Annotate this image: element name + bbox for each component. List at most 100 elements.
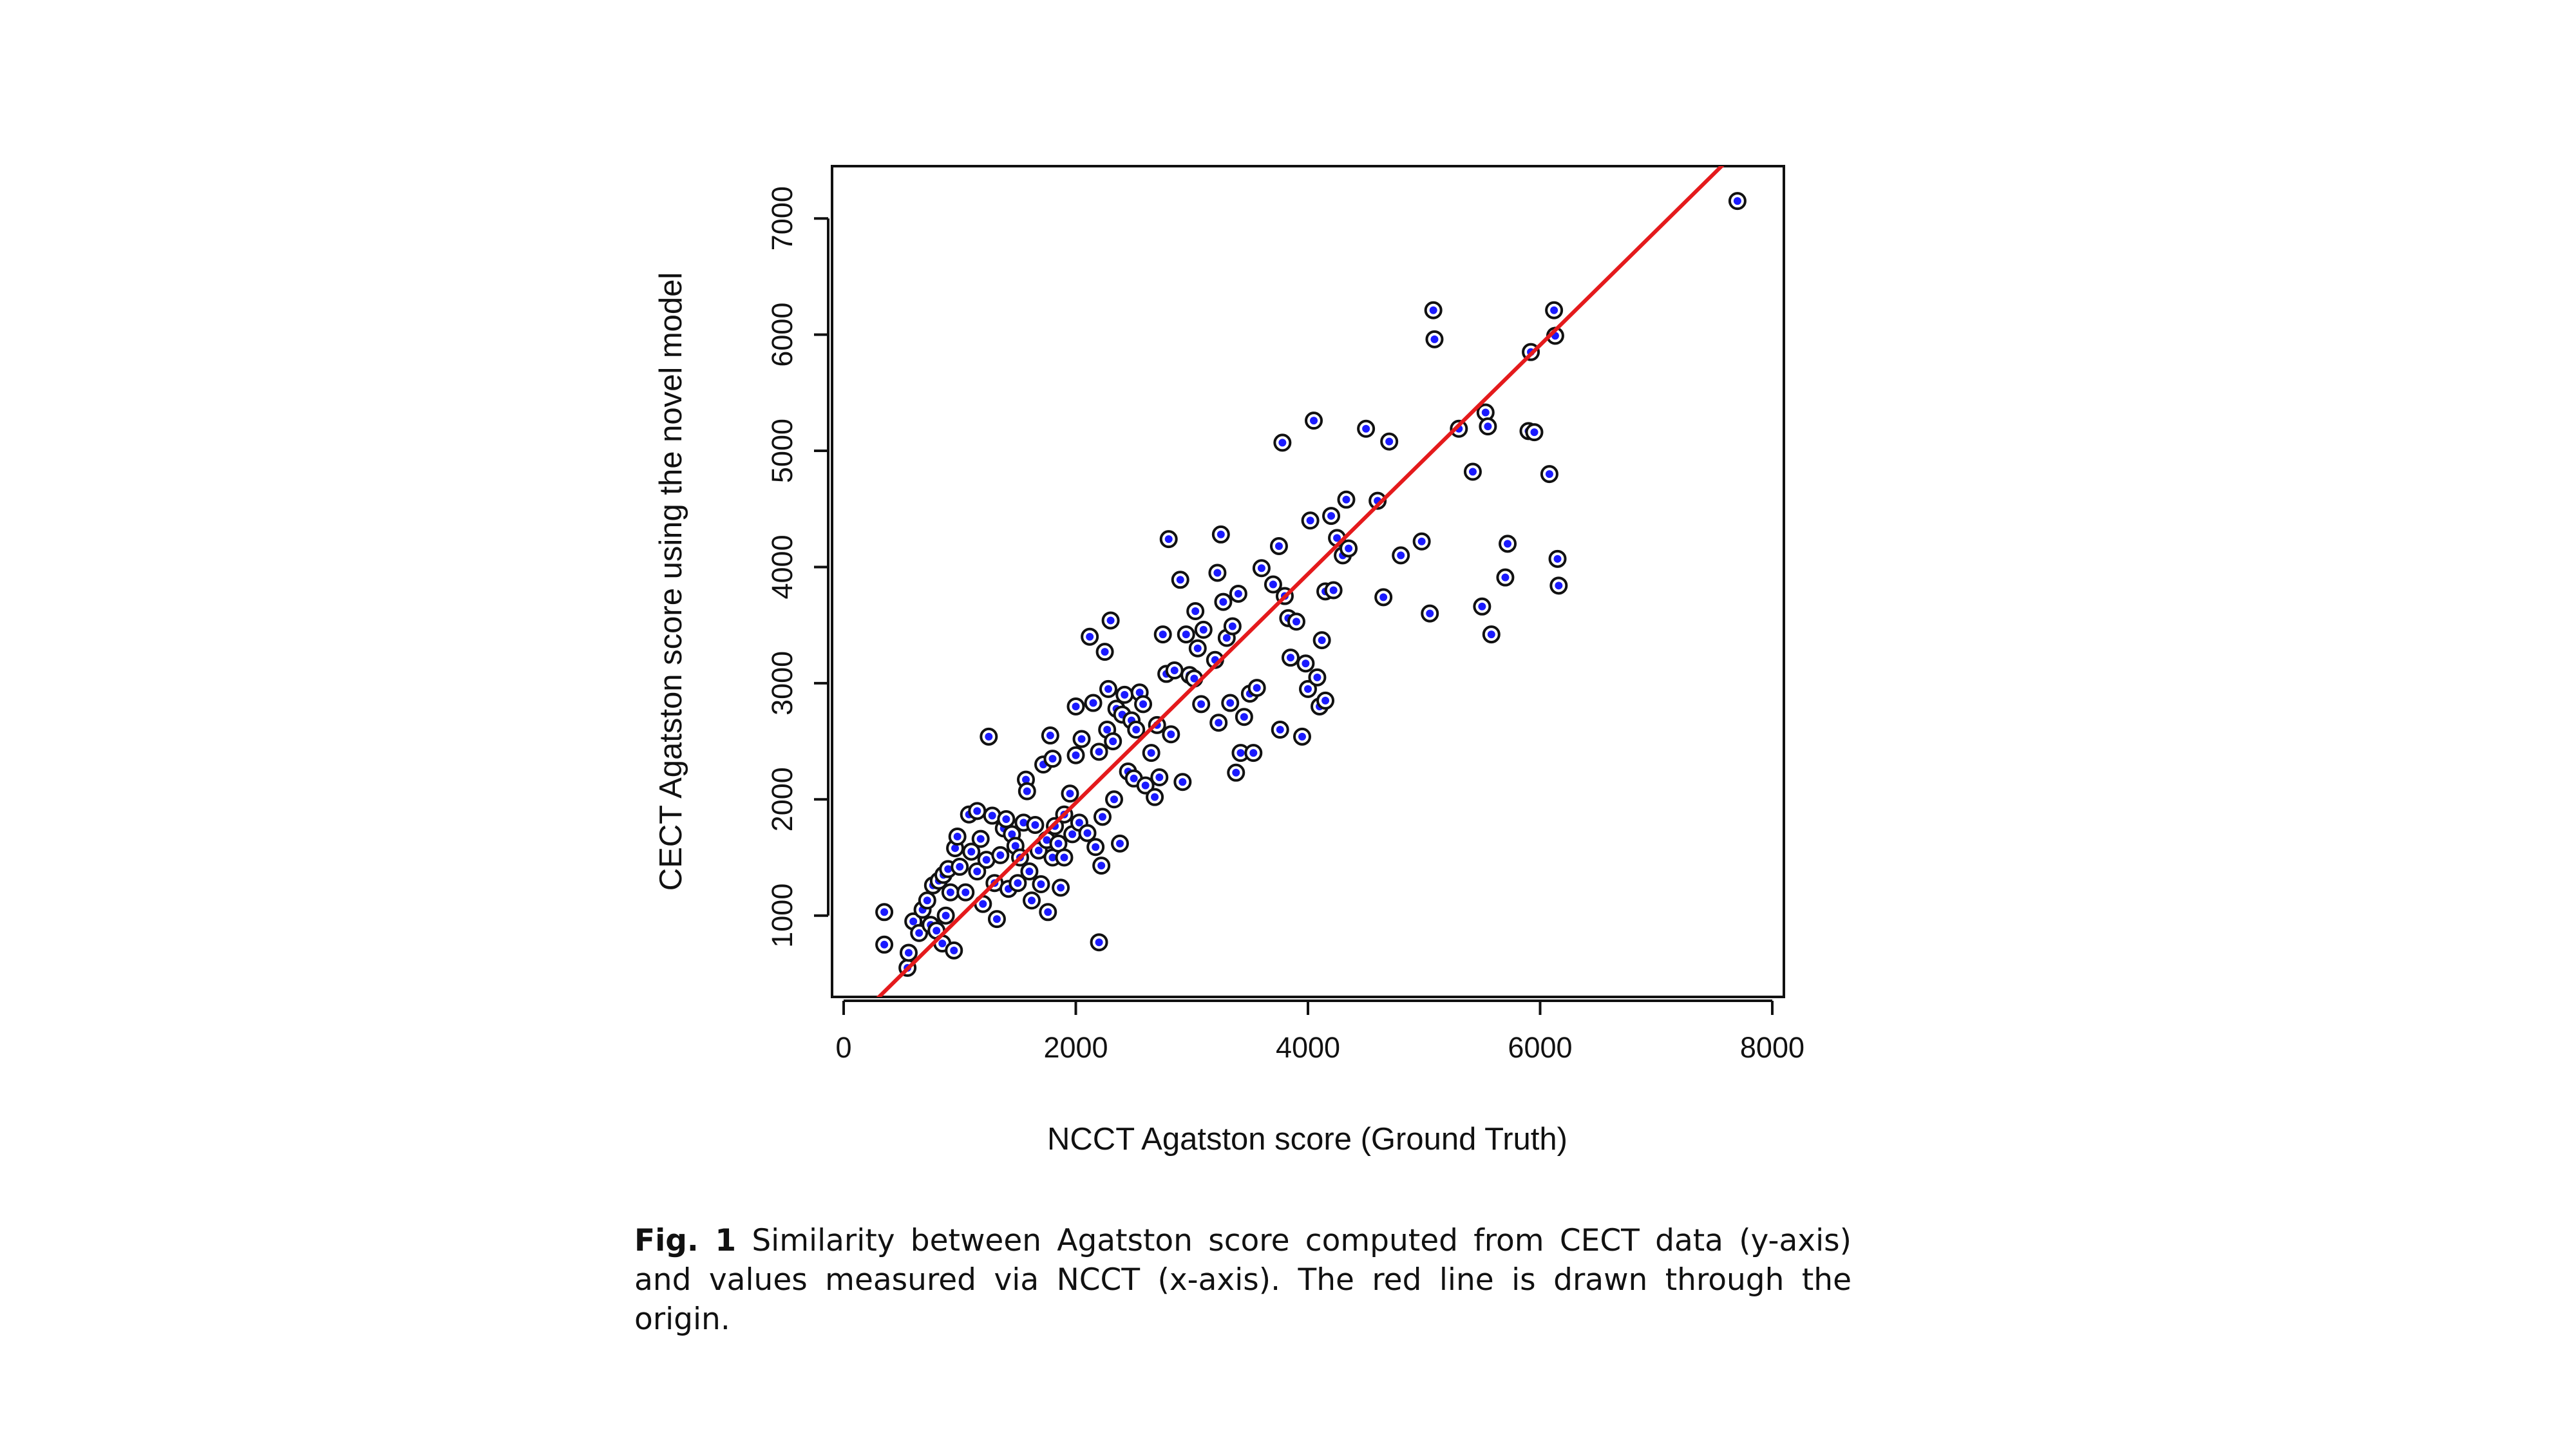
data-point-center	[1048, 853, 1057, 862]
y-tick-label: 2000	[766, 767, 799, 831]
x-axis: 0 2000 4000 6000 8000	[836, 999, 1804, 1064]
data-point-center	[1014, 879, 1022, 887]
data-point	[1299, 679, 1317, 698]
data-point	[1322, 507, 1341, 526]
data-point-center	[1318, 636, 1326, 645]
data-point	[1090, 743, 1108, 761]
data-point-center	[1321, 696, 1330, 705]
data-point	[1273, 433, 1292, 452]
data-point	[1247, 679, 1266, 697]
y-tick-label: 1000	[766, 884, 799, 948]
data-point	[1086, 838, 1105, 857]
data-point	[1162, 725, 1180, 744]
data-point-center	[1306, 516, 1314, 525]
data-point-center	[1147, 749, 1155, 757]
data-point-center	[942, 911, 950, 920]
data-point-center	[1555, 582, 1563, 590]
data-point	[991, 846, 1010, 864]
data-point-center	[985, 732, 993, 741]
y-tick-label: 5000	[766, 419, 799, 483]
data-point	[1104, 790, 1123, 809]
data-point-center	[1025, 867, 1034, 876]
data-point	[1093, 808, 1112, 826]
data-point	[1231, 744, 1250, 762]
data-point-center	[1182, 630, 1190, 639]
data-points	[875, 192, 1747, 977]
data-point-center	[1478, 602, 1486, 611]
x-tick-label: 0	[836, 1031, 852, 1064]
data-point-center	[1481, 408, 1490, 417]
data-point	[1023, 891, 1041, 910]
data-point	[1111, 834, 1130, 853]
data-point	[936, 906, 955, 925]
data-point-center	[1075, 819, 1083, 827]
data-point	[1312, 631, 1331, 650]
data-point	[941, 883, 960, 902]
data-point	[1146, 788, 1164, 806]
data-point	[1281, 649, 1300, 667]
caption-text: Similarity between Agatston score comput…	[634, 1223, 1852, 1337]
data-point-center	[1132, 726, 1141, 734]
reference-line	[876, 166, 1725, 997]
data-point	[1264, 575, 1282, 594]
data-point-center	[1176, 576, 1184, 584]
data-point	[1271, 721, 1289, 739]
data-point	[1026, 815, 1045, 834]
data-point-center	[923, 896, 931, 905]
data-point	[1223, 617, 1242, 636]
data-point	[968, 862, 987, 881]
data-point-center	[1329, 586, 1338, 594]
data-point-center	[1236, 749, 1245, 757]
data-point	[1473, 597, 1492, 616]
data-point	[1066, 746, 1085, 764]
data-point	[1194, 620, 1213, 639]
data-point-center	[1430, 335, 1439, 343]
data-point-center	[976, 835, 985, 843]
data-point-center	[1385, 437, 1394, 446]
data-point-center	[1135, 688, 1144, 697]
data-point-center	[1077, 735, 1086, 743]
data-point-center	[1092, 843, 1100, 851]
data-point	[1136, 776, 1155, 795]
data-point-center	[953, 833, 961, 841]
data-point-center	[1046, 732, 1054, 740]
data-point-center	[1545, 470, 1553, 478]
data-point-center	[904, 949, 913, 957]
data-point-center	[1484, 422, 1492, 431]
data-point-center	[1106, 616, 1115, 625]
data-point	[971, 829, 990, 848]
data-point-center	[1101, 648, 1109, 656]
data-point	[968, 802, 987, 820]
data-point	[1153, 625, 1172, 644]
data-point-center	[1249, 749, 1258, 757]
data-point	[1412, 532, 1431, 551]
data-point-center	[1139, 700, 1148, 708]
data-point-center	[951, 844, 960, 853]
data-point-center	[1141, 781, 1150, 790]
x-tick-label: 4000	[1276, 1031, 1340, 1064]
data-point-center	[1031, 820, 1039, 829]
data-point	[875, 935, 894, 954]
data-point	[1043, 750, 1062, 768]
data-point-center	[1253, 684, 1261, 692]
data-point-center	[1219, 598, 1227, 606]
data-point-center	[1022, 775, 1030, 784]
data-point	[962, 842, 981, 861]
data-point-center	[1095, 938, 1103, 947]
data-point	[1101, 611, 1120, 630]
data-point-center	[1240, 713, 1248, 721]
data-point-center	[1019, 819, 1028, 827]
data-point-center	[1054, 839, 1063, 848]
data-point-center	[1167, 730, 1175, 739]
data-point	[1545, 301, 1564, 319]
data-point-center	[1292, 618, 1300, 626]
y-axis-label: CECT Agatston score using the novel mode…	[654, 272, 688, 891]
data-point	[1186, 602, 1205, 621]
data-point	[1115, 685, 1134, 704]
data-point-center	[1232, 768, 1240, 777]
data-point-center	[988, 811, 996, 820]
data-point	[1078, 824, 1097, 842]
data-point-center	[1060, 853, 1068, 862]
data-point	[899, 943, 918, 962]
data-point	[1214, 592, 1233, 611]
